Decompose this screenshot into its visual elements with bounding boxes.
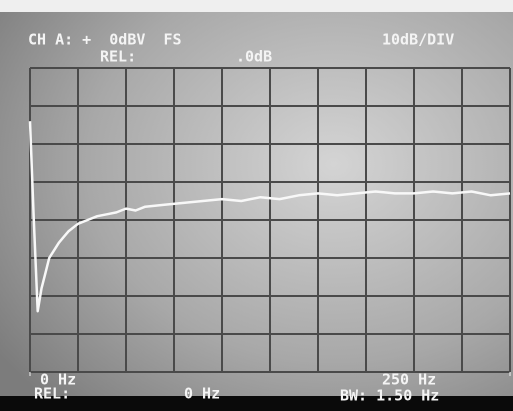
bandwidth: BW: 1.50 Hz [340, 387, 439, 405]
bottom-ref-value: 0 Hz [184, 385, 220, 403]
bottom-bar [0, 396, 513, 411]
graticule [29, 67, 511, 373]
ref-value: .0dB [236, 48, 272, 66]
x-tick-label: 250 Hz [382, 371, 436, 389]
bottom-ref-label: REL: [34, 385, 70, 403]
ref-label: REL: [100, 48, 136, 66]
top-edge [0, 0, 513, 12]
scale-label: 10dB/DIV [382, 31, 454, 49]
channel-label: CH A: + 0dBV FS [28, 31, 182, 49]
trace [28, 121, 511, 313]
x-tick-label: 0 Hz [40, 371, 76, 389]
